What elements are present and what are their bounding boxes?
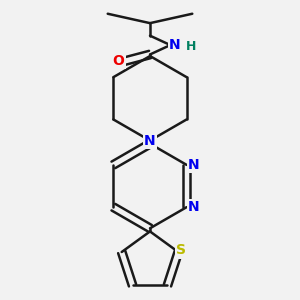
Text: N: N bbox=[188, 158, 199, 172]
Text: S: S bbox=[176, 243, 186, 257]
Text: O: O bbox=[113, 54, 124, 68]
Text: N: N bbox=[144, 134, 156, 148]
Text: H: H bbox=[185, 40, 196, 53]
Text: N: N bbox=[188, 200, 199, 214]
Text: N: N bbox=[169, 38, 181, 52]
